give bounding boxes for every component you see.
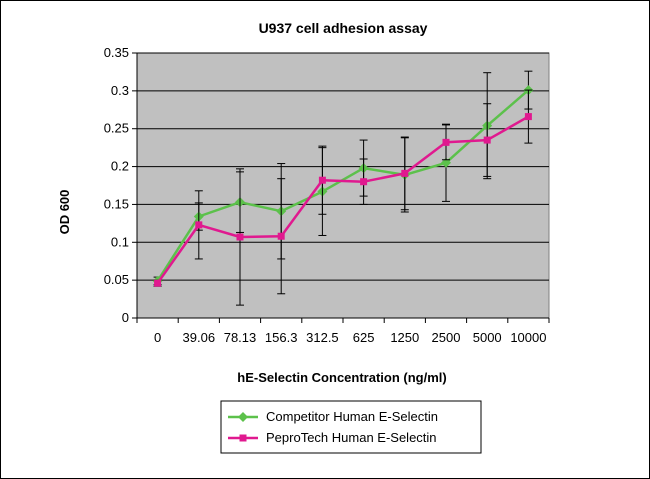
x-tick-label: 312.5 bbox=[306, 330, 339, 345]
data-point bbox=[401, 169, 409, 177]
series-2 bbox=[153, 89, 533, 306]
y-tick-label: 0.15 bbox=[104, 196, 129, 211]
data-point bbox=[524, 113, 532, 121]
data-point bbox=[195, 221, 203, 229]
plot-background bbox=[136, 52, 550, 319]
legend-label: PeproTech Human E-Selectin bbox=[266, 430, 437, 445]
y-tick-label: 0 bbox=[122, 310, 129, 325]
y-tick-label: 0.35 bbox=[104, 45, 129, 60]
x-tick-label: 78.13 bbox=[224, 330, 257, 345]
legend: Competitor Human E-Selectin PeproTech Hum… bbox=[220, 400, 482, 454]
legend-item: PeproTech Human E-Selectin bbox=[228, 430, 437, 445]
legend-item: Competitor Human E-Selectin bbox=[228, 409, 438, 424]
series-layer bbox=[152, 70, 534, 306]
x-tick-label: 39.06 bbox=[183, 330, 216, 345]
y-tick-label: 0.05 bbox=[104, 272, 129, 287]
data-point bbox=[318, 176, 326, 184]
x-tick-label: 156.3 bbox=[265, 330, 298, 345]
y-tick-label: 0.25 bbox=[104, 121, 129, 136]
x-axis-title: hE-Selectin Concentration (ng/ml) bbox=[237, 370, 446, 385]
data-point bbox=[360, 178, 368, 186]
series-line bbox=[156, 115, 530, 284]
data-point bbox=[441, 157, 451, 168]
x-tick-label: 1250 bbox=[390, 330, 419, 345]
chart-title: U937 cell adhesion assay bbox=[259, 20, 428, 36]
x-tick-label: 2500 bbox=[432, 330, 461, 345]
x-axis: 0 39.06 78.13 156.3 312.5 625 1250 2500 5000 1000… bbox=[136, 317, 550, 345]
plot-area bbox=[136, 52, 550, 319]
y-tick-label: 0.2 bbox=[111, 159, 129, 174]
x-tick-label: 0 bbox=[154, 330, 161, 345]
legend-marker bbox=[239, 434, 247, 442]
y-axis-title: OD 600 bbox=[57, 190, 72, 235]
legend-label: Competitor Human E-Selectin bbox=[266, 409, 438, 424]
x-tick-label: 625 bbox=[353, 330, 375, 345]
x-tick-label: 5000 bbox=[473, 330, 502, 345]
y-axis: 0 0.05 0.1 0.15 0.2 0.25 0.3 0.35 bbox=[104, 45, 138, 325]
y-tick-label: 0.1 bbox=[111, 234, 129, 249]
data-point bbox=[277, 232, 285, 240]
data-point bbox=[154, 279, 162, 287]
y-tick-label: 0.3 bbox=[111, 83, 129, 98]
x-tick-label: 10000 bbox=[510, 330, 546, 345]
data-point bbox=[442, 138, 450, 146]
data-point bbox=[236, 233, 244, 241]
legend-marker bbox=[238, 412, 248, 422]
data-point bbox=[483, 136, 491, 144]
legend-box bbox=[220, 400, 482, 454]
